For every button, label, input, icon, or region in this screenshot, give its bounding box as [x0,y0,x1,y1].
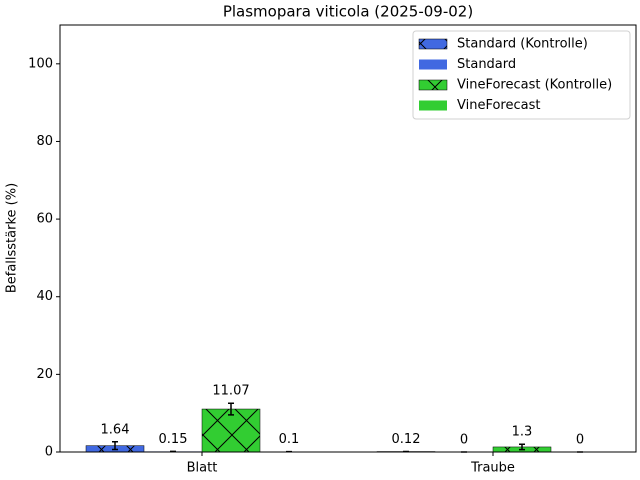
value-label: 11.07 [212,384,249,399]
legend-hatch [418,38,448,50]
legend-label: Standard (Kontrolle) [457,37,588,52]
legend-label: VineForecast (Kontrolle) [457,78,612,93]
value-label: 0.12 [392,432,421,447]
y-tick-label: 20 [36,367,53,382]
x-tick-label: Blatt [187,461,218,476]
y-tick-label: 60 [36,212,53,227]
x-tick-label: Traube [470,461,515,476]
y-axis-label: Befallsstärke (%) [5,183,20,293]
value-label: 0 [460,433,468,448]
y-tick-label: 40 [36,289,53,304]
value-label: 0.1 [279,432,300,447]
error-bar [519,443,525,451]
legend-swatch [419,59,447,70]
y-tick-label: 100 [28,56,53,71]
value-label: 1.3 [512,425,533,440]
legend-label: VineForecast [457,98,540,113]
y-tick-label: 0 [45,445,53,460]
y-tick-label: 80 [36,134,53,149]
error-bar [112,441,118,451]
legend-box [412,30,631,120]
chart-title: Plasmopara viticola (2025-09-02) [223,3,473,21]
legend-hatch [418,79,448,91]
value-label: 1.64 [101,422,130,437]
value-label: 0.15 [159,432,188,447]
axes-frame [59,24,637,453]
value-label: 0 [576,433,584,448]
legend-label: Standard [457,57,516,72]
error-bar [228,402,234,416]
legend-swatch [419,100,447,111]
